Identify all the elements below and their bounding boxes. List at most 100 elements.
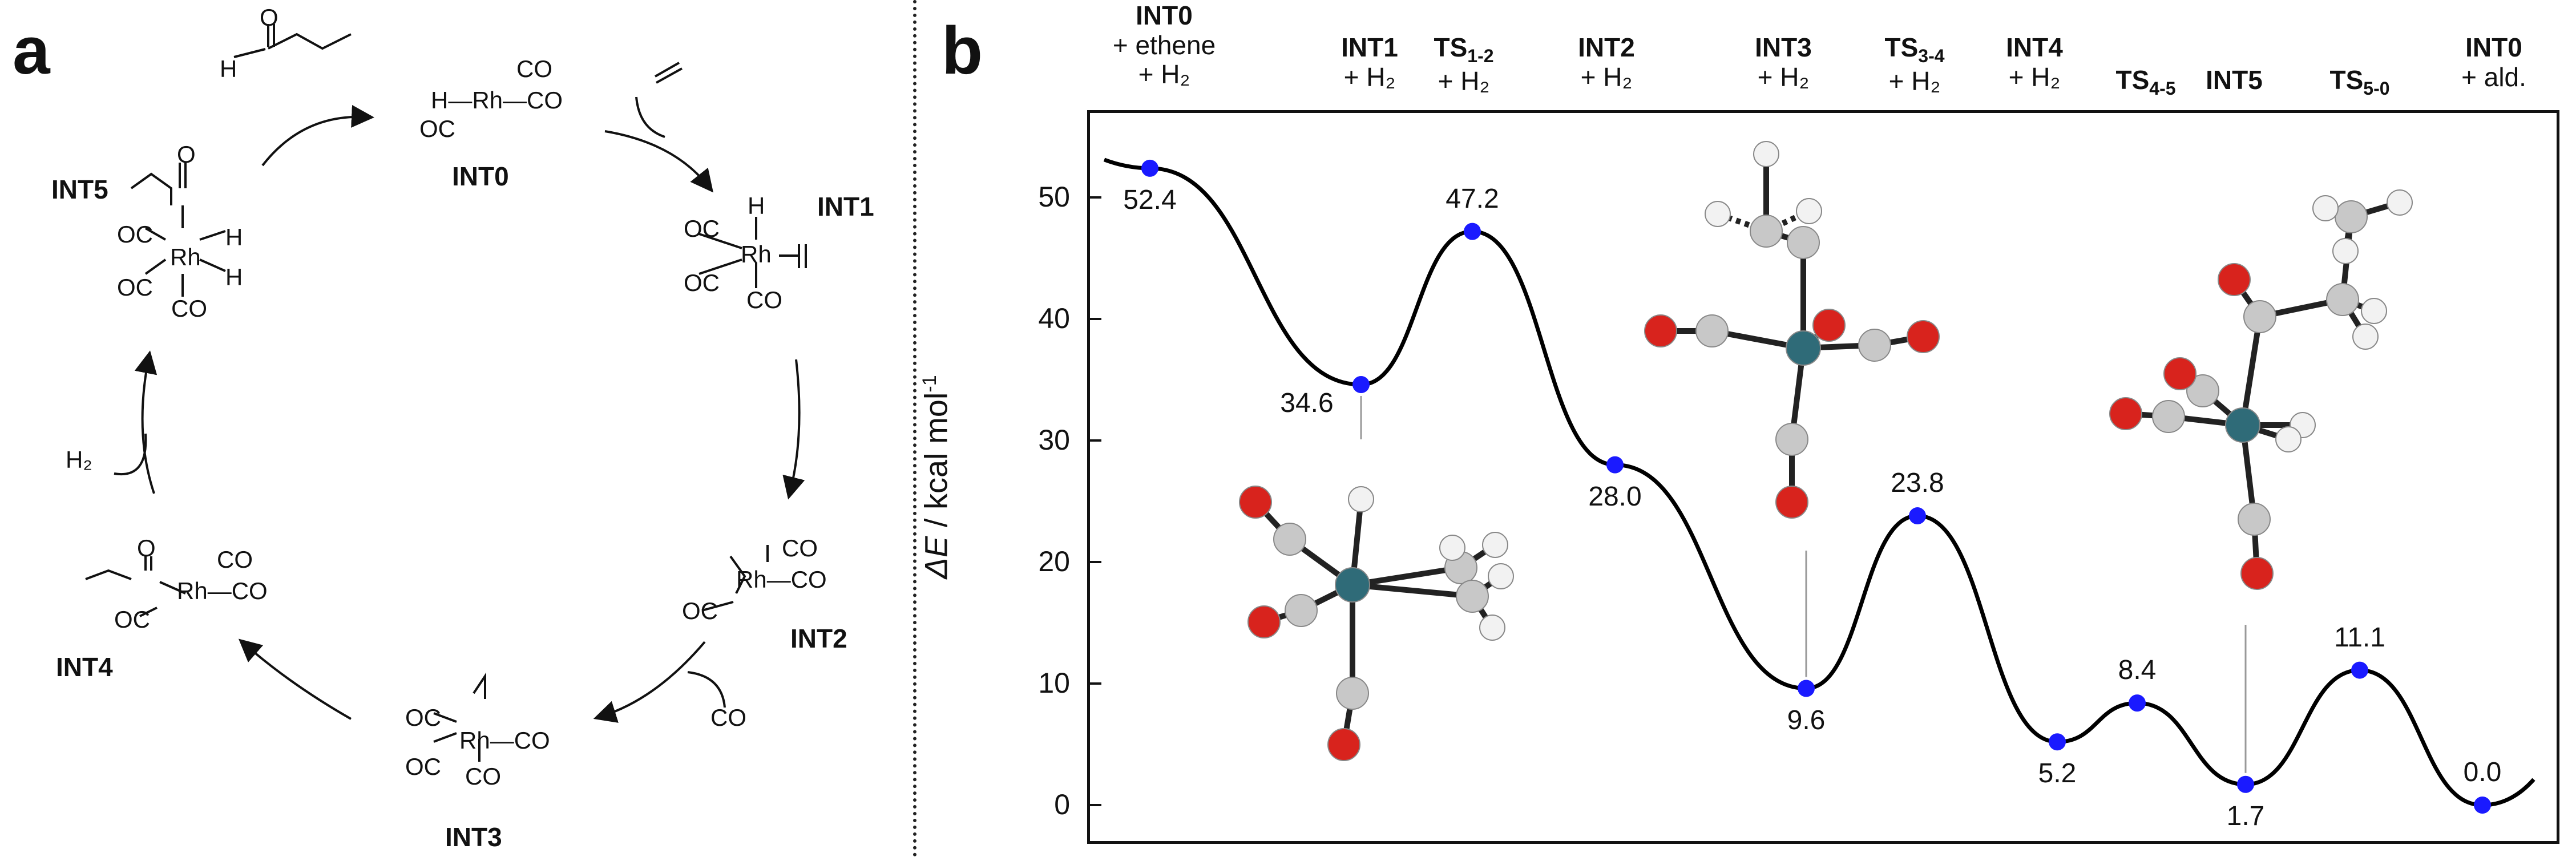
- catalytic-cycle-bonds: [85, 24, 807, 762]
- int4-o: O: [137, 535, 156, 561]
- molecular-model: [2109, 189, 2413, 590]
- int0-oc-bottom: OC: [419, 115, 455, 142]
- int2-rh: Rh—CO: [736, 566, 827, 593]
- panel-divider: [913, 0, 916, 857]
- molecular-model: [1239, 486, 1514, 761]
- data-point: [2237, 775, 2254, 793]
- column-label: TS3-4 + H₂: [1884, 33, 1944, 96]
- value-label: 11.1: [2334, 622, 2385, 653]
- column-name: INT0: [2465, 33, 2522, 62]
- label-int0: INT0: [452, 161, 509, 191]
- column-subscript: 5-0: [2363, 78, 2390, 99]
- column-extra: + H₂: [2008, 62, 2061, 92]
- column-extra: + H₂: [1580, 62, 1633, 92]
- column-name: TS3-4: [1884, 33, 1945, 67]
- value-label: 9.6: [1787, 705, 1826, 735]
- column-extra: + H₂: [1343, 62, 1396, 92]
- y-tick-label: 40: [1038, 302, 1070, 334]
- reagent-h2: H₂: [66, 446, 92, 473]
- int5-h1: H: [225, 224, 243, 250]
- column-label: INT5: [2206, 65, 2263, 95]
- column-label: INT3 + H₂: [1755, 33, 1812, 92]
- arrow-int0-to-int1: [604, 130, 714, 193]
- column-label: INT1 + H₂: [1341, 33, 1398, 92]
- column-extra: + H₂: [1888, 66, 1941, 96]
- value-label: 1.7: [2226, 801, 2265, 831]
- y-tick-label: 30: [1038, 424, 1070, 456]
- int3-co: CO: [465, 763, 501, 790]
- column-extra: + ethene: [1112, 30, 1216, 60]
- plot-frame: [1087, 110, 2559, 844]
- label-int3: INT3: [445, 822, 502, 852]
- column-name: TS5-0: [2329, 65, 2390, 99]
- int3-oc2: OC: [405, 753, 441, 780]
- int5-co: CO: [171, 295, 207, 322]
- int0-center: H—Rh—CO: [431, 87, 563, 114]
- data-point: [1606, 456, 1624, 474]
- column-label: TS1-2 + H₂: [1434, 33, 1493, 96]
- column-label: INT4 + H₂: [2006, 33, 2063, 92]
- h2-entry-curve: [114, 433, 147, 476]
- value-label: 34.6: [1280, 388, 1334, 419]
- aldehyde-h: H: [220, 55, 237, 82]
- label-int5: INT5: [51, 175, 108, 204]
- int2-co1: CO: [782, 535, 818, 561]
- column-extra: + H₂: [1138, 59, 1190, 90]
- panel-letter-b: b: [942, 13, 983, 88]
- molecular-model: [1644, 141, 1940, 519]
- arrow-int3-to-int4: [238, 638, 352, 720]
- int4-oc: OC: [114, 606, 150, 633]
- column-name: TS4-5: [2115, 65, 2176, 99]
- data-point: [1141, 159, 1158, 177]
- aldehyde-o: O: [260, 4, 278, 31]
- arrow-int4-to-int5: [134, 350, 158, 494]
- value-label: 23.8: [1891, 468, 1944, 499]
- int5-o: O: [177, 141, 196, 168]
- y-tick-label: 50: [1038, 181, 1070, 213]
- int4-rh: Rh—CO: [177, 577, 268, 604]
- column-extra: + ald.: [2461, 62, 2526, 92]
- data-point: [1464, 223, 1481, 240]
- y-tick-label: 20: [1038, 545, 1070, 577]
- value-label: 5.2: [2038, 758, 2077, 789]
- int1-co: CO: [746, 286, 782, 313]
- co-exit-curve: [687, 671, 726, 708]
- column-name: INT1: [1341, 33, 1398, 62]
- arrow-int5-to-int0: [261, 104, 374, 167]
- column-name: INT3: [1755, 33, 1812, 62]
- energy-curve: [1103, 157, 2535, 807]
- column-subscript: 3-4: [1918, 46, 1945, 67]
- int5-h2: H: [225, 264, 243, 290]
- int5-oc1: OC: [117, 221, 153, 248]
- value-label: 8.4: [2118, 655, 2157, 686]
- int5-rh: Rh: [170, 244, 201, 270]
- column-name: INT2: [1578, 33, 1635, 62]
- arrow-int2-to-int3: [593, 641, 706, 723]
- data-point: [1352, 376, 1370, 394]
- data-point: [2474, 797, 2491, 814]
- int1-oc2: OC: [684, 269, 720, 296]
- column-extra: + H₂: [1757, 62, 1810, 92]
- column-name: INT0: [1136, 1, 1193, 30]
- label-int1: INT1: [817, 192, 874, 221]
- value-label: 52.4: [1123, 184, 1177, 215]
- data-point: [1909, 507, 1926, 525]
- y-tick-label: 10: [1038, 667, 1070, 699]
- data-point: [2351, 661, 2368, 679]
- int3-oc1: OC: [405, 704, 441, 731]
- y-tick-label: 0: [1054, 789, 1070, 820]
- int2-oc: OC: [682, 597, 718, 624]
- reagent-co: CO: [710, 704, 746, 731]
- int5-oc2: OC: [117, 274, 153, 301]
- value-label: 0.0: [2463, 757, 2502, 787]
- int0-co-top: CO: [516, 55, 552, 82]
- column-name: INT5: [2206, 65, 2263, 95]
- value-label: 28.0: [1588, 481, 1642, 512]
- int1-h: H: [748, 192, 765, 219]
- int3-rh: Rh—CO: [459, 727, 550, 754]
- label-int4: INT4: [56, 652, 113, 682]
- arrow-int1-to-int2: [782, 359, 805, 500]
- column-label: INT0 + ethene + H₂: [1113, 1, 1216, 90]
- int1-rh: Rh: [741, 241, 772, 268]
